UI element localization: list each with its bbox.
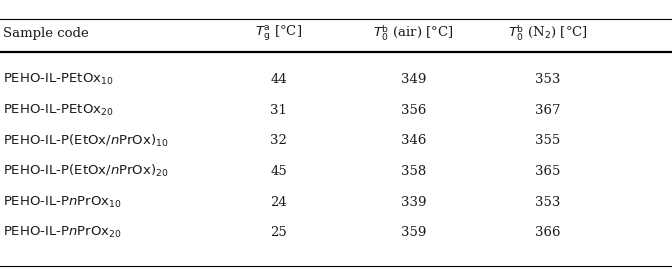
Text: 45: 45 xyxy=(271,165,287,178)
Text: $\mathit{T}_{0}^{\mathrm{b}}$ (N$_2$) [°C]: $\mathit{T}_{0}^{\mathrm{b}}$ (N$_2$) [°… xyxy=(508,24,587,43)
Text: $\mathit{T}_{0}^{\mathrm{b}}$ (air) [°C]: $\mathit{T}_{0}^{\mathrm{b}}$ (air) [°C] xyxy=(373,24,454,43)
Text: 32: 32 xyxy=(270,134,288,147)
Text: 356: 356 xyxy=(401,104,426,116)
Text: 365: 365 xyxy=(535,165,560,178)
Text: 349: 349 xyxy=(401,73,426,86)
Text: 359: 359 xyxy=(401,226,426,239)
Text: 366: 366 xyxy=(535,226,560,239)
Text: 358: 358 xyxy=(401,165,426,178)
Text: $\mathrm{PEHO\text{-}IL\text{-}PEtOx}_{10}$: $\mathrm{PEHO\text{-}IL\text{-}PEtOx}_{1… xyxy=(3,72,114,87)
Text: 353: 353 xyxy=(535,196,560,208)
Text: $\mathrm{PEHO\text{-}IL\text{-}P}\mathit{n}\mathrm{PrOx}_{10}$: $\mathrm{PEHO\text{-}IL\text{-}P}\mathit… xyxy=(3,194,122,210)
Text: 24: 24 xyxy=(271,196,287,208)
Text: $\mathrm{PEHO\text{-}IL\text{-}PEtOx}_{20}$: $\mathrm{PEHO\text{-}IL\text{-}PEtOx}_{2… xyxy=(3,102,114,118)
Text: 367: 367 xyxy=(535,104,560,116)
Text: 31: 31 xyxy=(270,104,288,116)
Text: $\mathit{T}_{\mathrm{g}}^{\mathrm{a}}$ [°C]: $\mathit{T}_{\mathrm{g}}^{\mathrm{a}}$ [… xyxy=(255,24,302,43)
Text: 44: 44 xyxy=(271,73,287,86)
Text: 353: 353 xyxy=(535,73,560,86)
Text: $\mathrm{PEHO\text{-}IL\text{-}P(EtOx/}\mathit{n}\mathrm{PrOx)}_{10}$: $\mathrm{PEHO\text{-}IL\text{-}P(EtOx/}\… xyxy=(3,133,169,149)
Text: Sample code: Sample code xyxy=(3,27,89,40)
Text: $\mathrm{PEHO\text{-}IL\text{-}P}\mathit{n}\mathrm{PrOx}_{20}$: $\mathrm{PEHO\text{-}IL\text{-}P}\mathit… xyxy=(3,225,122,240)
Text: 339: 339 xyxy=(401,196,426,208)
Text: $\mathrm{PEHO\text{-}IL\text{-}P(EtOx/}\mathit{n}\mathrm{PrOx)}_{20}$: $\mathrm{PEHO\text{-}IL\text{-}P(EtOx/}\… xyxy=(3,163,169,179)
Text: 355: 355 xyxy=(535,134,560,147)
Text: 346: 346 xyxy=(401,134,426,147)
Text: 25: 25 xyxy=(271,226,287,239)
